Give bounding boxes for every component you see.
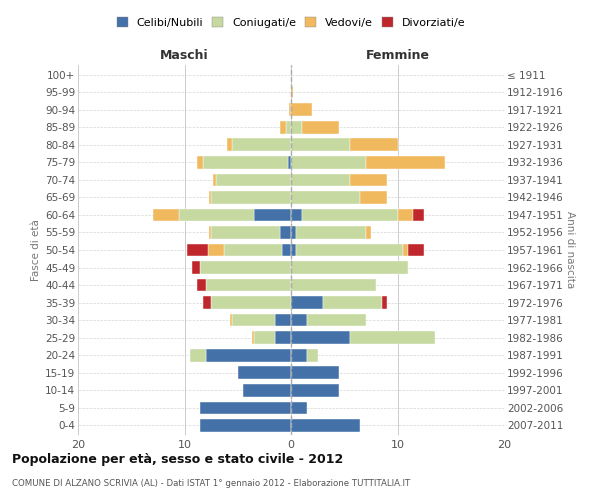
Bar	[206, 279, 291, 291]
Bar	[179, 208, 254, 221]
Text: Popolazione per età, sesso e stato civile - 2012: Popolazione per età, sesso e stato civil…	[12, 452, 343, 466]
Bar	[291, 244, 296, 256]
Y-axis label: Fasce di età: Fasce di età	[31, 219, 41, 281]
Bar	[365, 156, 445, 168]
Bar	[291, 191, 360, 203]
Bar	[254, 332, 275, 344]
Bar	[190, 349, 206, 362]
Bar	[213, 174, 217, 186]
Legend: Celibi/Nubili, Coniugati/e, Vedovi/e, Divorziati/e: Celibi/Nubili, Coniugati/e, Vedovi/e, Di…	[115, 15, 467, 30]
Bar	[350, 174, 387, 186]
Bar	[291, 226, 296, 239]
Bar	[291, 314, 307, 326]
Bar	[152, 208, 179, 221]
Bar	[192, 261, 200, 274]
Text: Maschi: Maschi	[160, 50, 209, 62]
Bar	[307, 314, 365, 326]
Bar	[291, 156, 365, 168]
Bar	[360, 191, 387, 203]
Bar	[211, 296, 291, 309]
Bar	[291, 296, 323, 309]
Bar	[211, 226, 280, 239]
Bar	[243, 384, 291, 396]
Bar	[275, 332, 291, 344]
Bar	[224, 244, 283, 256]
Bar	[200, 419, 291, 432]
Bar	[286, 121, 291, 134]
Bar	[209, 226, 211, 239]
Bar	[254, 208, 291, 221]
Bar	[217, 174, 291, 186]
Bar	[200, 402, 291, 414]
Bar	[291, 208, 302, 221]
Bar	[206, 349, 291, 362]
Text: Femmine: Femmine	[365, 50, 430, 62]
Bar	[302, 208, 398, 221]
Bar	[280, 121, 286, 134]
Y-axis label: Anni di nascita: Anni di nascita	[565, 212, 575, 288]
Bar	[251, 332, 254, 344]
Bar	[200, 261, 291, 274]
Bar	[291, 104, 313, 116]
Bar	[291, 174, 350, 186]
Bar	[291, 86, 293, 99]
Text: COMUNE DI ALZANO SCRIVIA (AL) - Dati ISTAT 1° gennaio 2012 - Elaborazione TUTTIT: COMUNE DI ALZANO SCRIVIA (AL) - Dati IST…	[12, 479, 410, 488]
Bar	[289, 104, 291, 116]
Bar	[230, 314, 232, 326]
Bar	[365, 226, 371, 239]
Bar	[307, 349, 317, 362]
Bar	[403, 244, 408, 256]
Bar	[296, 226, 365, 239]
Bar	[227, 138, 232, 151]
Bar	[197, 156, 203, 168]
Bar	[408, 244, 424, 256]
Bar	[238, 366, 291, 379]
Bar	[232, 138, 291, 151]
Bar	[398, 208, 413, 221]
Bar	[350, 138, 398, 151]
Bar	[350, 332, 435, 344]
Bar	[291, 349, 307, 362]
Bar	[291, 419, 360, 432]
Bar	[203, 296, 211, 309]
Bar	[203, 156, 288, 168]
Bar	[291, 366, 339, 379]
Bar	[275, 314, 291, 326]
Bar	[187, 244, 208, 256]
Bar	[291, 261, 408, 274]
Bar	[283, 244, 291, 256]
Bar	[291, 384, 339, 396]
Bar	[211, 191, 291, 203]
Bar	[288, 156, 291, 168]
Bar	[280, 226, 291, 239]
Bar	[291, 279, 376, 291]
Bar	[209, 191, 211, 203]
Bar	[382, 296, 387, 309]
Bar	[291, 332, 350, 344]
Bar	[296, 244, 403, 256]
Bar	[302, 121, 339, 134]
Bar	[291, 121, 302, 134]
Bar	[413, 208, 424, 221]
Bar	[291, 138, 350, 151]
Bar	[323, 296, 382, 309]
Bar	[197, 279, 206, 291]
Bar	[291, 402, 307, 414]
Bar	[232, 314, 275, 326]
Bar	[208, 244, 224, 256]
